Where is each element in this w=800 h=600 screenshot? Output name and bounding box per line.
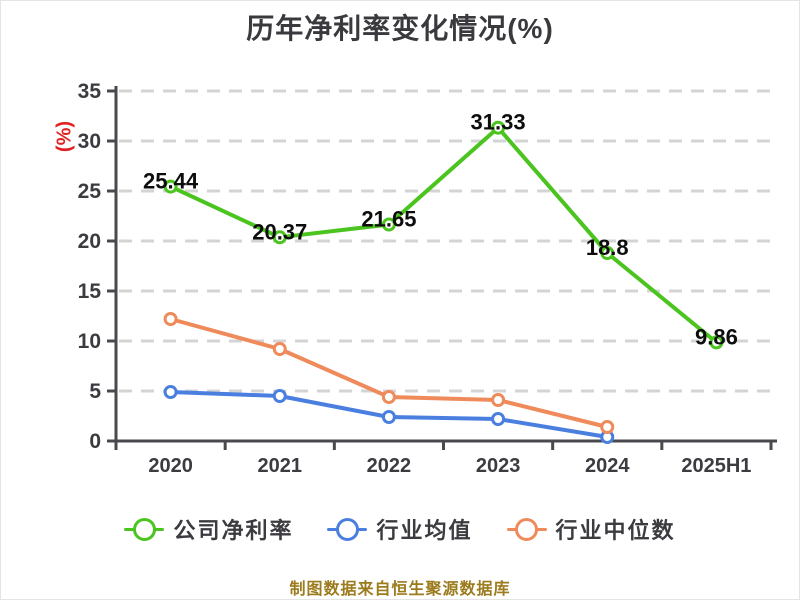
chart-title: 历年净利率变化情况(%) — [246, 13, 554, 44]
data-point-series-2 — [600, 420, 615, 434]
legend-marker-green-icon — [124, 516, 165, 542]
legend-item-industry-average[interactable]: 行业均值 — [327, 513, 472, 545]
data-point-series-0 — [491, 120, 506, 135]
data-label: 25.44 — [143, 169, 199, 194]
legend-label: 行业中位数 — [555, 518, 676, 543]
data-label: 18.8 — [586, 235, 629, 260]
data-point-series-2 — [381, 390, 396, 404]
x-tick-label: 2021 — [258, 455, 303, 477]
y-tick-label: 30 — [78, 130, 101, 153]
x-tick-label: 2025H1 — [681, 455, 751, 477]
y-tick-label: 35 — [78, 80, 102, 103]
data-point-series-0 — [709, 335, 724, 350]
y-tick-label: 20 — [78, 230, 101, 253]
line-chart-plot: 0 5 10 15 20 25 30 35 2020 2021 2022 2023 2024 2025H1… — [78, 80, 777, 477]
y-tick-label: 5 — [89, 380, 101, 403]
legend-label: 公司净利率 — [173, 518, 294, 543]
x-tick-label: 2020 — [148, 455, 193, 477]
data-point-series-1 — [272, 389, 287, 403]
data-label: 9.86 — [695, 324, 738, 349]
data-point-series-1 — [381, 410, 396, 424]
x-tick-label: 2022 — [367, 455, 412, 477]
data-point-series-0 — [272, 230, 287, 245]
legend-marker-orange-icon — [506, 516, 547, 542]
chart-legend: 公司净利率 行业均值 行业中位数 — [1, 513, 799, 545]
data-label: 21.65 — [361, 207, 416, 232]
y-tick-label: 25 — [78, 180, 102, 203]
legend-item-company-net-margin[interactable]: 公司净利率 — [124, 513, 293, 545]
data-label: 20.37 — [252, 219, 307, 244]
data-point-series-2 — [163, 312, 178, 326]
data-point-series-2 — [491, 393, 506, 407]
y-tick-label: 15 — [78, 280, 102, 303]
data-point-series-0 — [381, 217, 396, 232]
y-tick-label: 0 — [89, 430, 101, 453]
data-point-series-1 — [163, 385, 178, 399]
legend-item-industry-median[interactable]: 行业中位数 — [506, 513, 676, 545]
data-source-note: 制图数据来自恒生聚源数据库 — [289, 581, 511, 598]
x-tick-label: 2023 — [476, 455, 521, 477]
legend-label: 行业均值 — [376, 518, 473, 543]
data-point-series-0 — [600, 246, 615, 260]
data-label: 31.33 — [471, 110, 526, 135]
x-tick-label: 2024 — [585, 455, 630, 477]
series-line-0 — [168, 125, 719, 345]
y-tick-label: 10 — [78, 330, 101, 353]
data-point-series-2 — [272, 342, 287, 356]
data-point-series-0 — [163, 179, 178, 194]
data-point-series-1 — [491, 412, 506, 426]
legend-marker-blue-icon — [327, 516, 368, 542]
